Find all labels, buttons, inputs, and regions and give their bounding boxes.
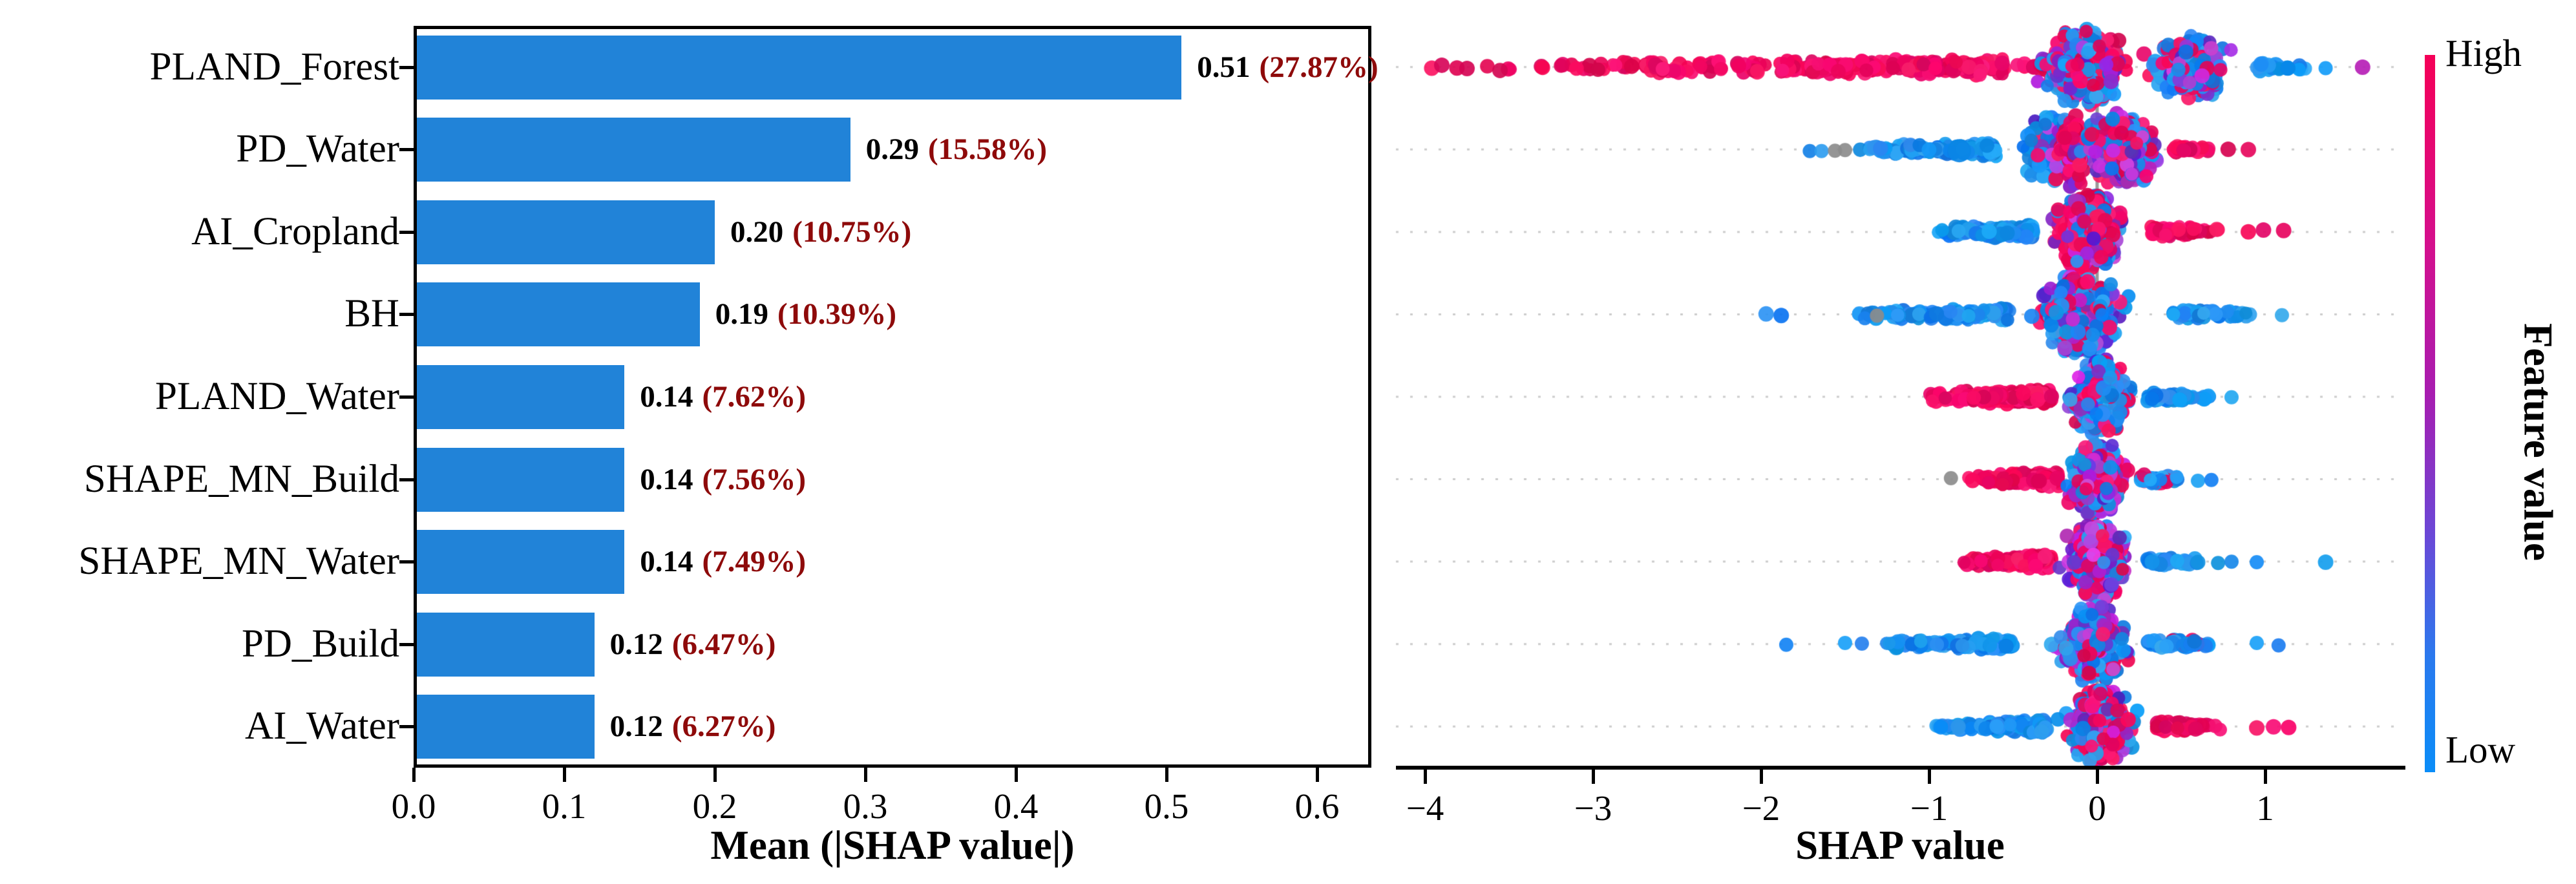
bar-value-label: 0.14 (7.62%) bbox=[640, 377, 806, 416]
x-tick-mark bbox=[1424, 770, 1427, 784]
bar-plot-frame bbox=[414, 26, 1371, 768]
bar-value-label: 0.51 (27.87%) bbox=[1197, 48, 1378, 87]
bar bbox=[417, 695, 595, 759]
feature-value-colorbar bbox=[2425, 55, 2435, 772]
y-tick-mark bbox=[399, 148, 414, 152]
bar-value-percent: (6.27%) bbox=[671, 710, 776, 744]
bar-value-number: 0.20 bbox=[730, 215, 784, 249]
feature-label: SHAPE_MN_Water bbox=[78, 540, 399, 584]
feature-label: PLAND_Water bbox=[155, 375, 399, 418]
x-tick-mark bbox=[412, 768, 416, 782]
bar-value-label: 0.29 (15.58%) bbox=[866, 130, 1047, 169]
bar-value-number: 0.14 bbox=[640, 380, 693, 414]
x-tick-label: 0.2 bbox=[692, 786, 737, 826]
x-tick-label: −1 bbox=[1910, 788, 1948, 828]
y-tick-mark bbox=[399, 560, 414, 564]
colorbar-low-label: Low bbox=[2445, 728, 2516, 771]
x-tick-mark bbox=[2264, 770, 2267, 784]
y-tick-mark bbox=[399, 230, 414, 234]
y-tick-mark bbox=[399, 395, 414, 399]
bar-value-number: 0.14 bbox=[640, 462, 693, 496]
bar bbox=[417, 447, 625, 512]
bar bbox=[417, 282, 700, 347]
x-tick-label: −2 bbox=[1742, 788, 1780, 828]
feature-label: AI_Cropland bbox=[191, 209, 399, 253]
beeswarm-x-axis-line bbox=[1396, 766, 2405, 770]
x-tick-mark bbox=[1316, 768, 1319, 782]
colorbar-high-label: High bbox=[2445, 32, 2522, 74]
bar-value-percent: (7.62%) bbox=[702, 380, 806, 414]
y-tick-mark bbox=[399, 725, 414, 729]
x-tick-label: 0.0 bbox=[391, 786, 436, 826]
x-tick-label: 0.6 bbox=[1294, 786, 1340, 826]
bar bbox=[417, 118, 850, 182]
beeswarm-x-axis-title: SHAP value bbox=[1795, 823, 2005, 868]
bar-value-label: 0.14 (7.56%) bbox=[640, 460, 806, 499]
bar-x-axis-title: Mean (|SHAP value|) bbox=[710, 823, 1075, 868]
bar-value-number: 0.51 bbox=[1197, 50, 1251, 84]
bar-value-label: 0.19 (10.39%) bbox=[715, 295, 896, 333]
feature-label: PD_Water bbox=[236, 127, 399, 171]
x-tick-mark bbox=[713, 768, 717, 782]
bar-value-percent: (15.58%) bbox=[927, 132, 1047, 167]
y-tick-mark bbox=[399, 642, 414, 646]
x-tick-mark bbox=[1928, 770, 1931, 784]
bar bbox=[417, 35, 1182, 100]
x-tick-label: 0.3 bbox=[843, 786, 888, 826]
bar bbox=[417, 200, 715, 264]
colorbar-title: Feature value bbox=[2515, 322, 2561, 561]
feature-label: BH bbox=[344, 292, 399, 336]
bar-value-label: 0.14 (7.49%) bbox=[640, 542, 806, 581]
bar-value-percent: (10.75%) bbox=[792, 215, 912, 249]
bar bbox=[417, 530, 625, 595]
x-tick-mark bbox=[1592, 770, 1595, 784]
x-tick-label: 0.1 bbox=[542, 786, 587, 826]
bar-value-percent: (7.49%) bbox=[702, 545, 806, 579]
bar-value-number: 0.19 bbox=[715, 297, 768, 332]
bar bbox=[417, 612, 595, 677]
bar-value-percent: (6.47%) bbox=[671, 627, 776, 661]
bar-value-number: 0.12 bbox=[609, 710, 663, 744]
bar-value-percent: (10.39%) bbox=[777, 297, 896, 332]
x-tick-mark bbox=[563, 768, 566, 782]
y-tick-mark bbox=[399, 313, 414, 317]
feature-label: AI_Water bbox=[245, 704, 399, 748]
bar-value-percent: (27.87%) bbox=[1259, 50, 1378, 84]
bar-value-label: 0.12 (6.27%) bbox=[610, 707, 776, 746]
feature-label: SHAPE_MN_Build bbox=[83, 457, 399, 501]
bar-value-label: 0.20 (10.75%) bbox=[730, 213, 911, 251]
y-tick-mark bbox=[399, 65, 414, 69]
bar-value-number: 0.29 bbox=[865, 132, 919, 167]
y-tick-mark bbox=[399, 478, 414, 481]
x-tick-label: −3 bbox=[1574, 788, 1612, 828]
x-tick-label: 0.4 bbox=[993, 786, 1039, 826]
x-tick-mark bbox=[1165, 768, 1168, 782]
x-tick-mark bbox=[1760, 770, 1763, 784]
bar-value-number: 0.12 bbox=[609, 627, 663, 661]
x-tick-label: 0.5 bbox=[1144, 786, 1189, 826]
x-tick-label: 0 bbox=[2088, 788, 2106, 828]
feature-label: PLAND_Forest bbox=[149, 45, 399, 89]
x-tick-mark bbox=[2096, 770, 2099, 784]
feature-label: PD_Build bbox=[241, 622, 399, 666]
bar-value-label: 0.12 (6.47%) bbox=[610, 625, 776, 664]
x-tick-label: −4 bbox=[1406, 788, 1444, 828]
x-tick-mark bbox=[864, 768, 867, 782]
bar bbox=[417, 365, 625, 429]
bar-value-percent: (7.56%) bbox=[702, 462, 806, 496]
x-tick-mark bbox=[1015, 768, 1018, 782]
x-tick-label: 1 bbox=[2256, 788, 2274, 828]
bar-value-number: 0.14 bbox=[640, 545, 693, 579]
